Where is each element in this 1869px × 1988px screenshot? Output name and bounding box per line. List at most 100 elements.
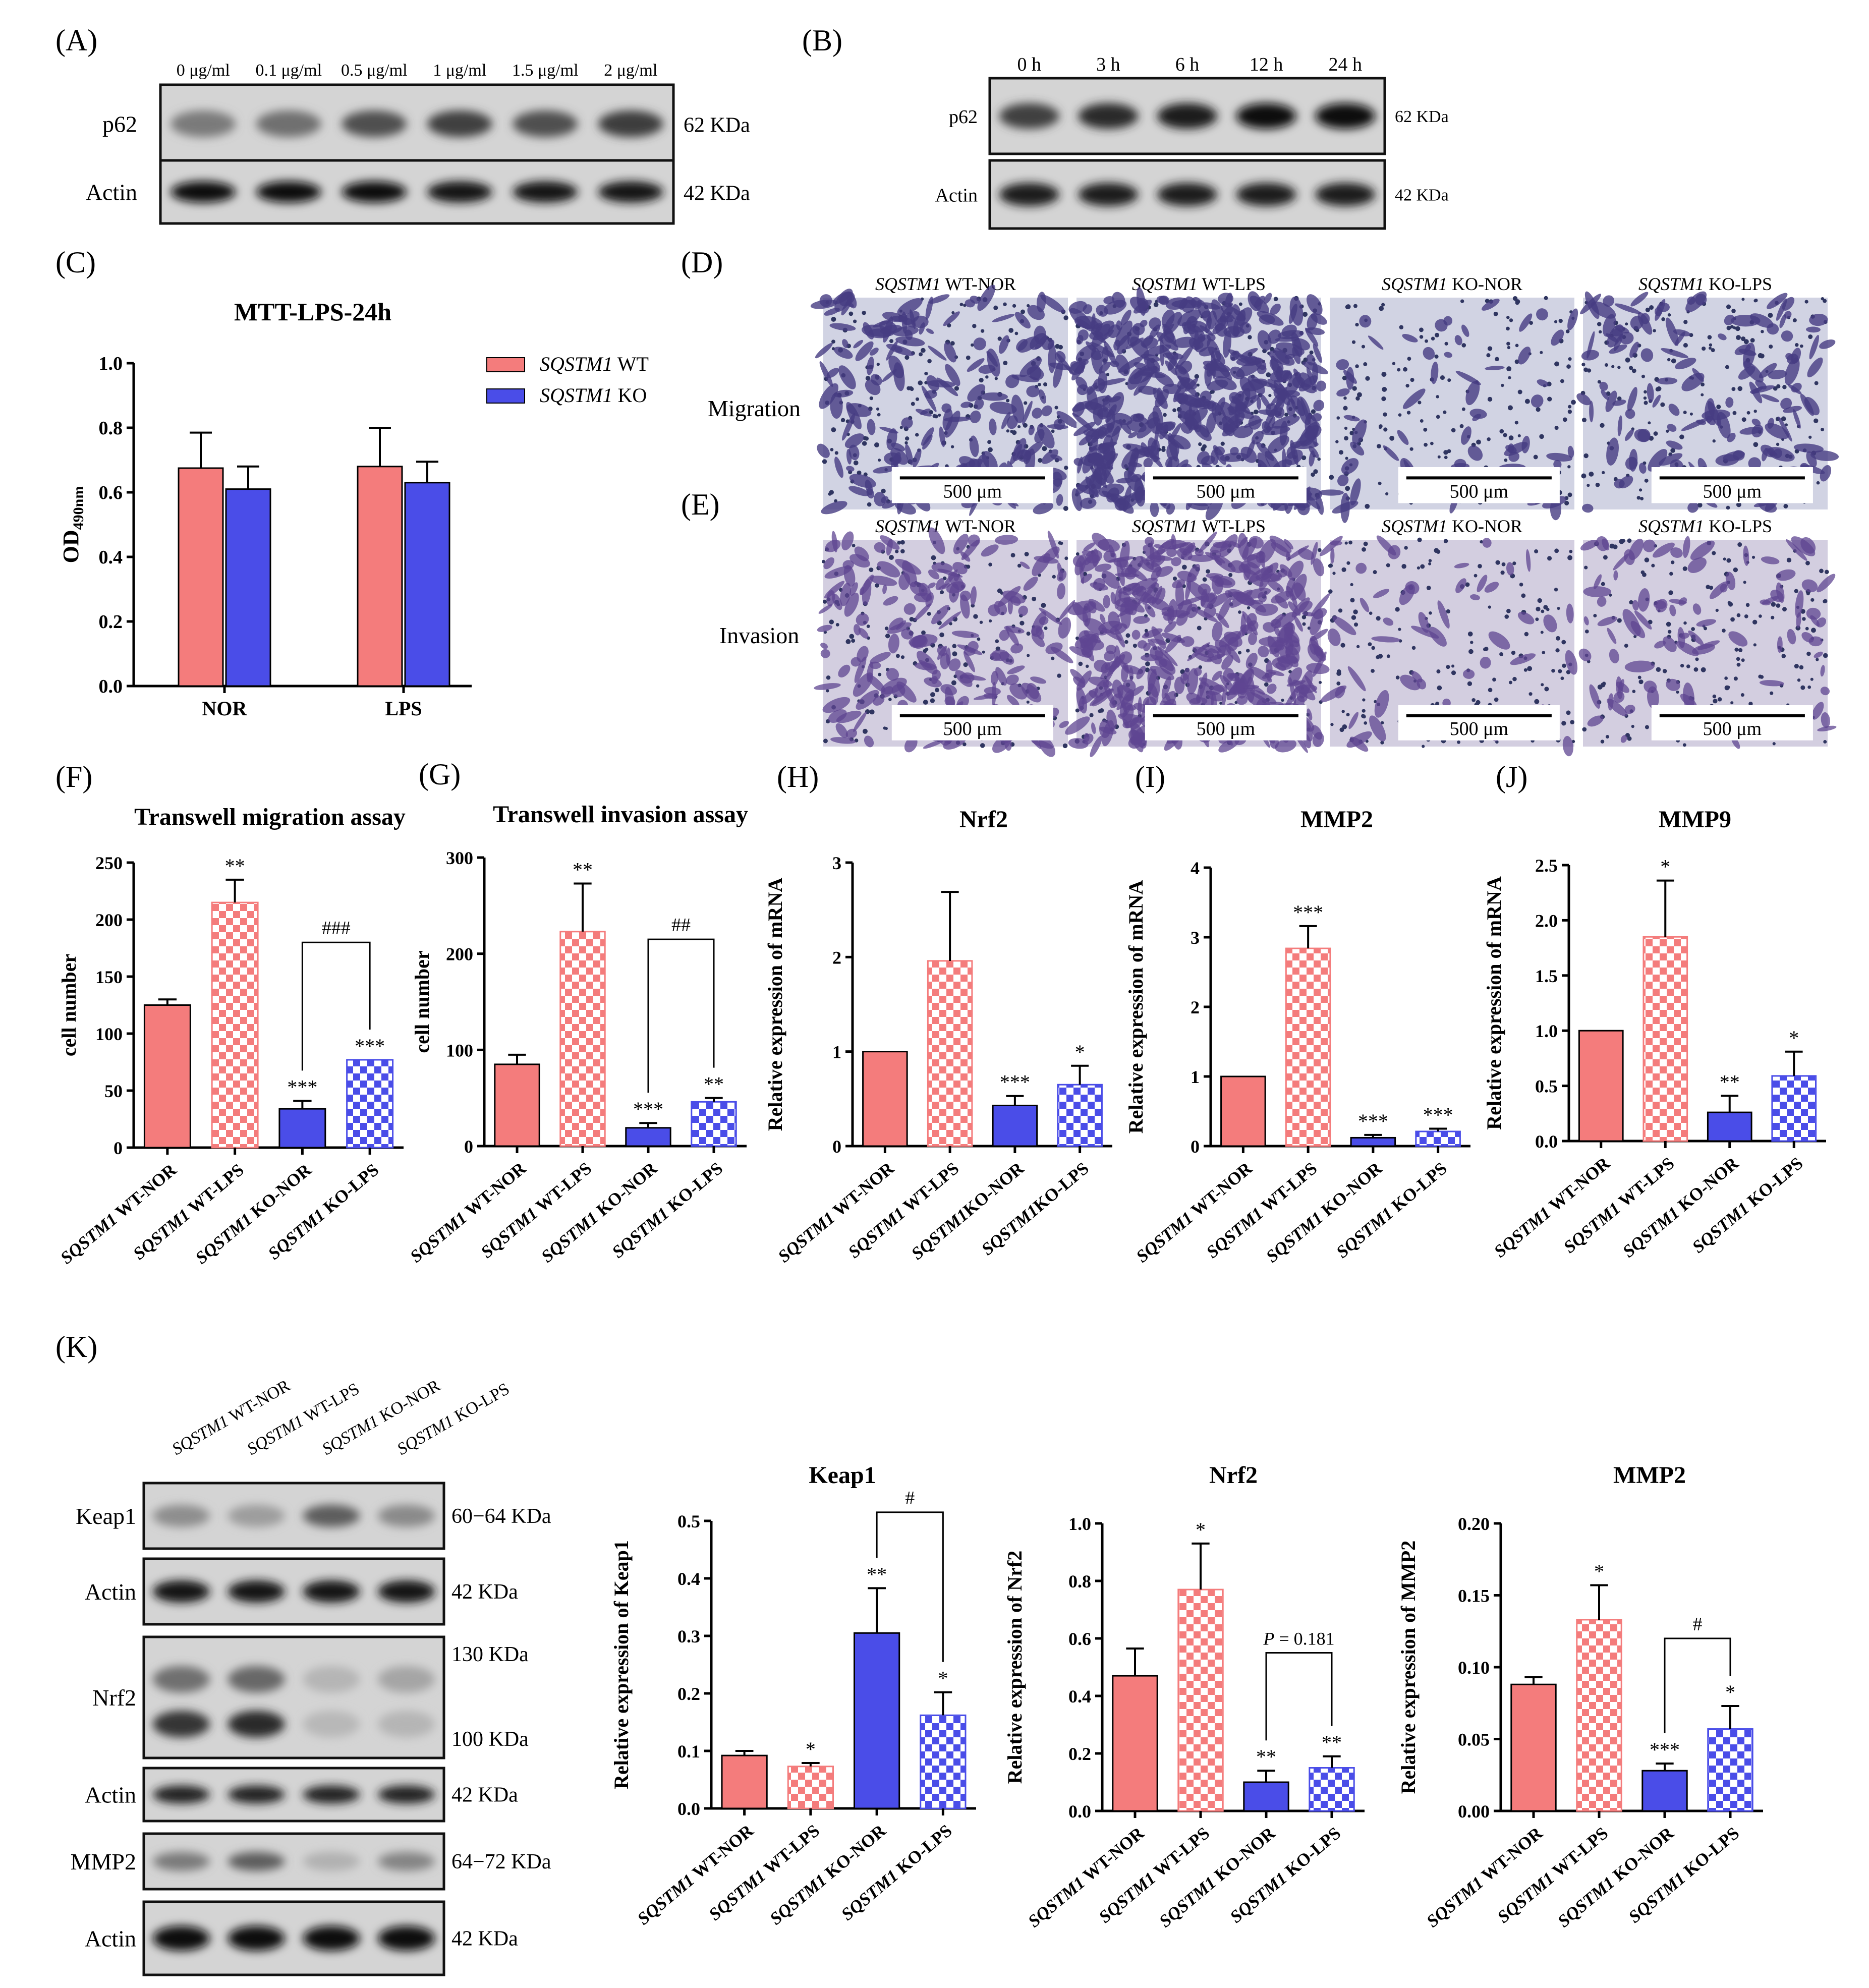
pore: [866, 624, 870, 628]
cell: [1343, 370, 1357, 384]
pore: [1666, 429, 1669, 433]
pore: [1758, 353, 1763, 358]
x-tick-label: SQSTM1 KO-LPS: [1625, 1823, 1743, 1927]
cell: [1784, 357, 1800, 385]
gene-name: SQSTM1: [1619, 1203, 1683, 1261]
pore: [1350, 583, 1353, 587]
cell: [1236, 668, 1253, 694]
cell: [1199, 325, 1214, 336]
cell: [1195, 549, 1204, 556]
pore: [1709, 347, 1712, 350]
cell: [860, 575, 874, 595]
chart-title: Nrf2: [959, 806, 1008, 833]
pore: [1351, 615, 1356, 620]
pore: [1823, 653, 1828, 658]
pore: [1238, 302, 1242, 306]
pore: [1182, 564, 1187, 570]
blot-band: [342, 110, 407, 137]
comparison-bracket: [1664, 1637, 1731, 1733]
pore: [954, 386, 959, 391]
pore: [1567, 492, 1572, 497]
cell: [922, 434, 933, 450]
cell: [1551, 329, 1564, 346]
cell: [882, 584, 887, 594]
chart-title: MMP2: [1613, 1462, 1686, 1489]
cell: [977, 285, 996, 311]
cell: [858, 628, 869, 639]
pore: [1459, 424, 1464, 428]
pore: [1686, 664, 1690, 668]
cell: [1423, 347, 1435, 360]
cell: [1402, 388, 1426, 409]
cell: [919, 583, 932, 601]
lane-label: 12 h: [1250, 54, 1283, 75]
cell: [1286, 372, 1301, 396]
pore: [1228, 573, 1233, 577]
x-tick-label: SQSTM1 KO-NOR: [1619, 1153, 1742, 1262]
pore: [1447, 449, 1451, 453]
pore: [1670, 560, 1675, 564]
cell: [891, 684, 905, 698]
cell: [870, 652, 891, 664]
pore: [1399, 325, 1404, 329]
cell: [838, 365, 856, 389]
pore: [1440, 375, 1445, 380]
pore: [1581, 362, 1585, 367]
cell: [945, 364, 960, 386]
pore: [822, 459, 827, 464]
cell: [1198, 531, 1217, 553]
pore: [1422, 745, 1425, 748]
significance-label: **: [1256, 1745, 1276, 1768]
pore: [1636, 496, 1640, 500]
cell: [1164, 621, 1177, 633]
cell: [1780, 397, 1792, 410]
pore: [979, 620, 983, 624]
condition-label: KO-LPS: [1384, 1158, 1451, 1218]
cell: [1120, 601, 1131, 629]
pore: [1512, 561, 1516, 565]
pore: [1346, 713, 1350, 717]
x-tick-label: SQSTM1KO-NOR: [908, 1158, 1028, 1264]
panel-letter-e: (E): [681, 488, 720, 521]
cell: [905, 444, 913, 466]
scale-box: [891, 467, 1053, 503]
pore: [1237, 651, 1242, 655]
cell: [1039, 616, 1049, 625]
blot-band: [228, 1852, 285, 1871]
cell: [1313, 651, 1327, 677]
mw-label: 42 KDa: [451, 1927, 518, 1951]
cell: [1259, 539, 1276, 563]
cell: [928, 527, 945, 554]
blot-a-p62: [159, 83, 675, 164]
cell: [1117, 335, 1130, 355]
cell: [901, 417, 913, 429]
cell: [1810, 450, 1839, 461]
lane-label: 0.5 μg/ml: [341, 61, 408, 80]
pore: [1741, 417, 1746, 422]
pore: [895, 654, 900, 658]
pore: [1776, 384, 1781, 388]
pore: [1724, 676, 1728, 680]
cell: [1059, 721, 1069, 728]
pore: [1398, 413, 1402, 417]
pore: [1540, 351, 1543, 354]
x-tick-label: SQSTM1 WT-NOR: [634, 1821, 757, 1929]
cell: [1638, 463, 1647, 474]
pore: [995, 639, 999, 643]
cell: [1233, 309, 1246, 336]
cell: [1695, 294, 1707, 306]
cell: [1469, 409, 1487, 419]
blot-membrane: [159, 159, 675, 225]
cell: [1110, 592, 1116, 604]
y-tick-label: 0.0: [1068, 1801, 1091, 1822]
pore: [1317, 548, 1322, 552]
pore: [1600, 683, 1606, 688]
pore: [1381, 372, 1387, 377]
cell: [873, 320, 891, 328]
pore: [1605, 734, 1610, 739]
pore: [1247, 606, 1251, 610]
y-axis-label: cell number: [58, 954, 80, 1056]
bar-ko-solid: [1350, 1137, 1396, 1147]
cell: [1269, 535, 1292, 553]
pore: [1726, 304, 1731, 309]
